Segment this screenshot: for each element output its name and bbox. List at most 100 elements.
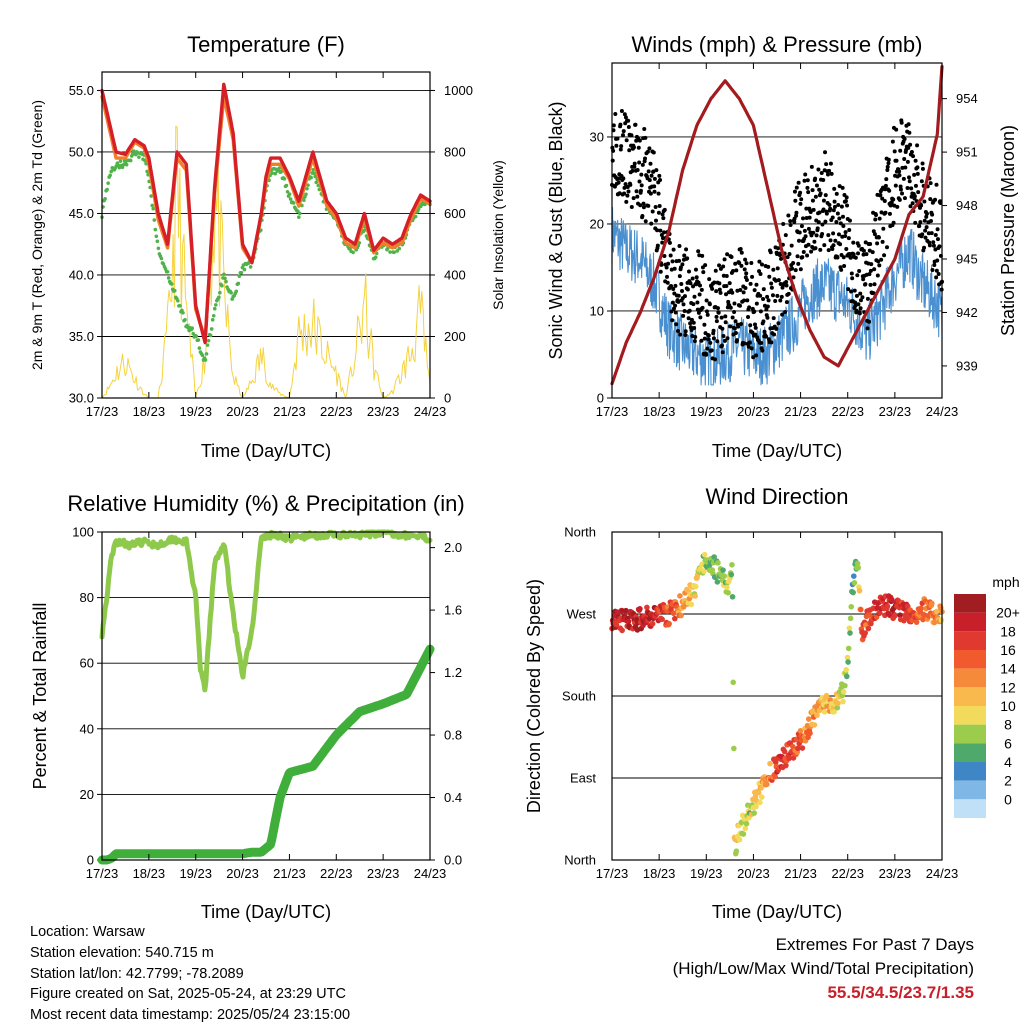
gust-point — [922, 245, 927, 250]
dewpoint-point — [200, 353, 205, 358]
y-tick-label: 55.0 — [69, 83, 94, 98]
gust-point — [723, 314, 728, 319]
gust-point — [765, 315, 770, 320]
y2-tick-label: 600 — [444, 206, 466, 221]
gust-point — [827, 202, 832, 207]
gust-point — [640, 214, 645, 219]
direction-point — [720, 567, 726, 573]
gust-point — [924, 214, 929, 219]
gust-point — [699, 287, 704, 292]
direction-point — [731, 745, 737, 752]
gust-point — [913, 183, 918, 188]
direction-point — [644, 604, 650, 611]
x-tick-label: 17/23 — [86, 404, 119, 419]
gust-point — [632, 161, 637, 166]
gust-point — [649, 173, 654, 178]
gust-point — [830, 215, 835, 220]
direction-point — [938, 617, 945, 623]
gust-point — [858, 306, 863, 311]
extremes-box: Extremes For Past 7 Days (High/Low/Max W… — [673, 933, 974, 1005]
gust-point — [670, 300, 675, 305]
dewpoint-point — [236, 281, 241, 286]
y2-axis-label: Solar Insolation (Yellow) — [490, 160, 506, 310]
y-axis-label: Percent & Total Rainfall — [30, 603, 50, 790]
dewpoint-point — [413, 214, 418, 219]
gust-point — [692, 326, 697, 331]
dewpoint-point — [165, 269, 170, 274]
direction-point — [619, 627, 625, 634]
gust-point — [722, 257, 727, 262]
dewpoint-point — [161, 262, 166, 266]
gust-point — [717, 263, 722, 268]
colorbar-label: 4 — [1004, 754, 1012, 770]
x-tick-label: 18/23 — [643, 404, 676, 419]
gust-point — [929, 231, 934, 236]
gust-point — [806, 242, 811, 247]
dewpoint-point — [388, 250, 392, 254]
gust-point — [686, 316, 691, 321]
gust-point — [745, 298, 750, 303]
colorbar-label: 8 — [1004, 717, 1012, 733]
gust-point — [912, 194, 917, 199]
gust-point — [706, 333, 711, 338]
gust-point — [886, 157, 891, 162]
y2-tick-label: 954 — [956, 91, 978, 106]
gust-point — [721, 264, 726, 269]
gust-point — [747, 305, 752, 310]
gust-point — [712, 280, 717, 285]
y2-tick-label: 0.0 — [444, 853, 462, 868]
gust-point — [695, 300, 700, 305]
gust-point — [813, 194, 818, 199]
gust-point — [894, 158, 899, 163]
rh-series — [99, 529, 433, 693]
gust-point — [935, 237, 940, 242]
gust-point — [833, 238, 838, 243]
gust-point — [769, 281, 774, 286]
direction-point — [729, 561, 735, 568]
direction-point — [733, 848, 740, 854]
plot-frame — [611, 62, 943, 399]
gust-point — [673, 303, 678, 308]
gust-point — [933, 197, 938, 202]
gust-point — [739, 321, 744, 326]
direction-point — [728, 571, 735, 578]
direction-point — [649, 620, 656, 627]
gust-point — [869, 262, 874, 267]
x-tick-label: 23/23 — [879, 404, 912, 419]
gust-point — [760, 348, 765, 353]
gust-point — [650, 209, 655, 214]
gust-point — [660, 236, 665, 241]
direction-point — [692, 583, 699, 590]
dewpoint-point — [218, 290, 222, 295]
gust-point — [828, 206, 833, 211]
temp-9m-series — [100, 94, 432, 341]
gust-point — [907, 179, 912, 184]
gust-point — [794, 185, 799, 190]
gust-point — [817, 210, 822, 215]
gust-point — [838, 242, 843, 247]
gust-point — [709, 348, 714, 353]
colorbar-swatch — [954, 724, 986, 744]
gust-point — [676, 299, 681, 304]
gust-point — [918, 220, 923, 225]
gust-point — [907, 175, 911, 180]
gust-point — [794, 213, 799, 218]
gust-point — [733, 261, 738, 266]
x-axis-label: Time (Day/UTC) — [712, 441, 842, 461]
gust-point — [881, 226, 886, 231]
gust-point — [868, 282, 873, 287]
x-tick-label: 18/23 — [643, 866, 676, 881]
gust-point — [618, 147, 623, 152]
gust-point — [772, 332, 777, 337]
gust-point — [816, 220, 821, 225]
gust-point — [689, 317, 694, 322]
gust-point — [652, 189, 657, 194]
gust-point — [656, 210, 661, 215]
chart-title: Temperature (F) — [187, 32, 345, 57]
gust-point — [646, 169, 651, 174]
gust-point — [669, 283, 674, 288]
dewpoint-point — [237, 274, 242, 279]
x-tick-label: 21/23 — [784, 866, 817, 881]
direction-point — [850, 589, 856, 596]
temp-2m-series — [100, 82, 432, 345]
